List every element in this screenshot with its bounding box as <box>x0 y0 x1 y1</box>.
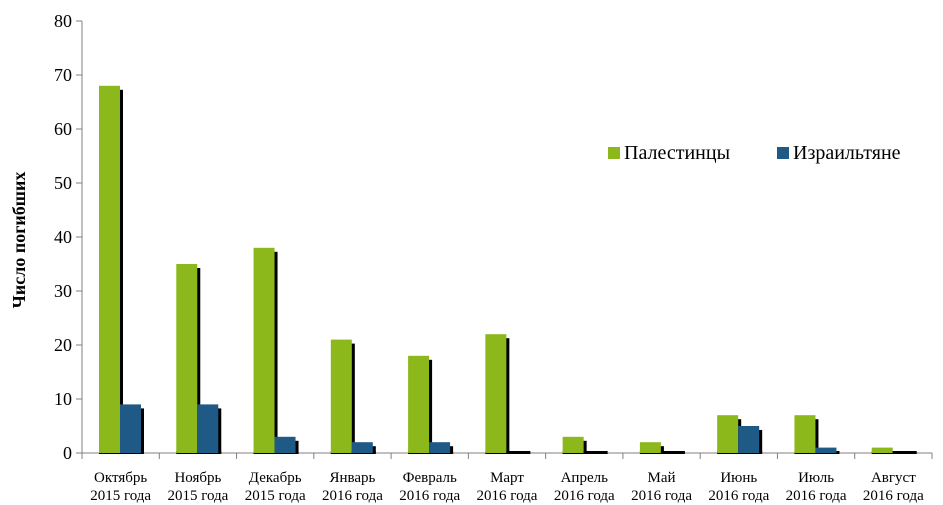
x-tick-label: 2015 года <box>167 488 228 504</box>
x-tick-label: Июнь <box>720 470 757 486</box>
y-tick-label: 80 <box>54 11 72 31</box>
x-tick-label: 2016 года <box>554 488 615 504</box>
y-axis-ticks: 0 10 20 30 40 50 60 70 80 <box>54 11 82 463</box>
x-tick-label: 2016 года <box>863 488 924 504</box>
y-tick-label: 40 <box>54 227 72 247</box>
x-tick-label: Март <box>490 470 524 486</box>
bar-palestinians <box>871 447 893 453</box>
bar-shadow <box>448 446 454 453</box>
y-tick-label: 50 <box>54 173 72 193</box>
bar-shadow <box>349 343 355 453</box>
y-axis-title: Число погибших <box>9 172 29 309</box>
bar-israelis <box>815 447 837 453</box>
x-tick-label: 2016 года <box>399 488 460 504</box>
bar-shadow <box>581 440 587 453</box>
x-tick-label: 2016 года <box>477 488 538 504</box>
bar-palestinians <box>176 264 198 453</box>
bar-base <box>892 451 917 454</box>
bars <box>99 85 917 454</box>
bar-palestinians <box>794 415 816 453</box>
bar-palestinians <box>253 247 275 453</box>
bar-shadow <box>216 408 222 453</box>
bar-shadow <box>272 251 278 453</box>
x-tick-label: 2016 года <box>322 488 383 504</box>
bar-israelis <box>274 436 296 453</box>
bar-shadow <box>118 89 123 454</box>
bar-shadow <box>427 359 433 453</box>
bar-palestinians <box>639 442 661 453</box>
x-tick-label: 2016 года <box>786 488 847 504</box>
x-tick-label: 2015 года <box>90 488 151 504</box>
x-tick-label: 2015 года <box>245 488 306 504</box>
x-tick-label: Апрель <box>561 470 609 486</box>
x-tick-label: Май <box>648 470 676 486</box>
y-tick-label: 10 <box>54 389 72 409</box>
legend-swatch-israelis <box>777 147 789 159</box>
y-tick-label: 70 <box>54 65 72 85</box>
bar-shadow <box>813 419 819 453</box>
bar-shadow <box>757 430 763 453</box>
bar-shadow <box>504 338 510 453</box>
bar-shadow <box>195 268 201 453</box>
x-tick-label: Декабрь <box>249 470 302 486</box>
y-tick-label: 0 <box>63 443 72 463</box>
x-tick-label: Июль <box>798 470 834 486</box>
bar-shadow <box>293 440 299 453</box>
x-tick-label: Октябрь <box>94 470 147 486</box>
x-axis-labels: Октябрь 2015 года Ноябрь 2015 года Декабрь 20… <box>81 453 933 504</box>
x-tick-label: Февраль <box>403 470 457 486</box>
x-tick-label: Январь <box>329 470 375 486</box>
bar-shadow <box>658 446 664 453</box>
bar-shadow <box>139 408 144 453</box>
x-tick-label: Август <box>871 470 916 486</box>
legend: Палестинцы Израильтяне <box>608 142 901 164</box>
legend-swatch-palestinians <box>608 147 620 159</box>
legend-label-israelis: Израильтяне <box>793 142 901 164</box>
x-tick-label: Ноябрь <box>174 470 221 486</box>
bar-base <box>660 451 685 454</box>
bar-palestinians <box>717 415 739 453</box>
bar-base <box>506 451 531 454</box>
x-tick-label: 2016 года <box>708 488 769 504</box>
bar-palestinians <box>408 355 430 453</box>
bar-israelis <box>429 442 451 453</box>
y-tick-label: 30 <box>54 281 72 301</box>
y-tick-label: 60 <box>54 119 72 139</box>
legend-label-palestinians: Палестинцы <box>624 142 730 164</box>
bar-palestinians <box>330 339 352 453</box>
y-tick-label: 20 <box>54 335 72 355</box>
bar-israelis <box>738 426 760 453</box>
bar-israelis <box>351 442 373 453</box>
bar-base <box>583 451 608 454</box>
bar-palestinians <box>485 334 507 453</box>
x-tick-label: 2016 года <box>631 488 692 504</box>
bar-israelis <box>120 404 141 453</box>
bar-palestinians <box>99 85 120 454</box>
bar-israelis <box>197 404 219 453</box>
bar-palestinians <box>562 436 584 453</box>
bar-shadow <box>370 446 376 453</box>
